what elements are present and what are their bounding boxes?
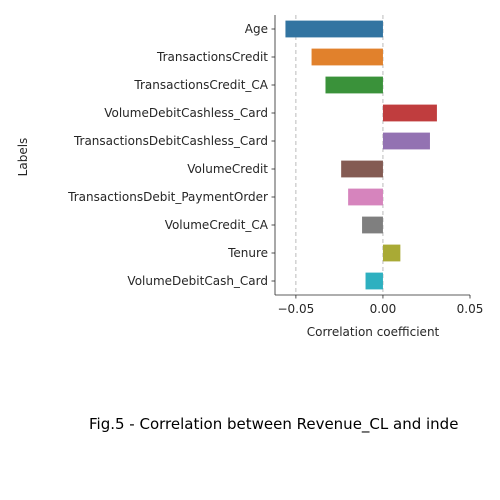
y-tick-label: Tenure	[227, 246, 268, 260]
bar-VolumeDebitCashless_Card	[383, 105, 437, 122]
y-tick-label: VolumeDebitCash_Card	[127, 274, 268, 288]
figure-caption: Fig.5 - Correlation between Revenue_CL a…	[89, 415, 458, 434]
x-tick-label: 0.05	[457, 302, 484, 316]
y-tick-label: VolumeCredit	[187, 162, 268, 176]
bar-VolumeDebitCash_Card	[366, 273, 383, 290]
x-tick-label: −0.05	[278, 302, 315, 316]
y-tick-label: VolumeCredit_CA	[165, 218, 269, 232]
bar-TransactionsCredit	[312, 49, 383, 66]
bar-TransactionsCredit_CA	[325, 77, 382, 94]
bar-TransactionsDebitCashless_Card	[383, 133, 430, 150]
y-tick-label: VolumeDebitCashless_Card	[104, 106, 268, 120]
y-tick-label: TransactionsCredit	[156, 50, 268, 64]
y-tick-label: TransactionsDebit_PaymentOrder	[67, 190, 268, 204]
bar-Age	[285, 21, 383, 38]
y-tick-label: TransactionsCredit_CA	[133, 78, 268, 92]
x-tick-label: 0.00	[370, 302, 397, 316]
y-axis-title: Labels	[16, 138, 30, 177]
x-axis-title: Correlation coefficient	[307, 325, 440, 339]
bar-Tenure	[383, 245, 400, 262]
y-tick-label: TransactionsDebitCashless_Card	[73, 134, 268, 148]
bar-TransactionsDebit_PaymentOrder	[348, 189, 383, 206]
bar-VolumeCredit	[341, 161, 383, 178]
y-tick-labels: Age TransactionsCredit TransactionsCredit_…	[67, 22, 275, 288]
plot-area	[285, 15, 436, 295]
bar-VolumeCredit_CA	[362, 217, 383, 234]
y-tick-label: Age	[245, 22, 268, 36]
